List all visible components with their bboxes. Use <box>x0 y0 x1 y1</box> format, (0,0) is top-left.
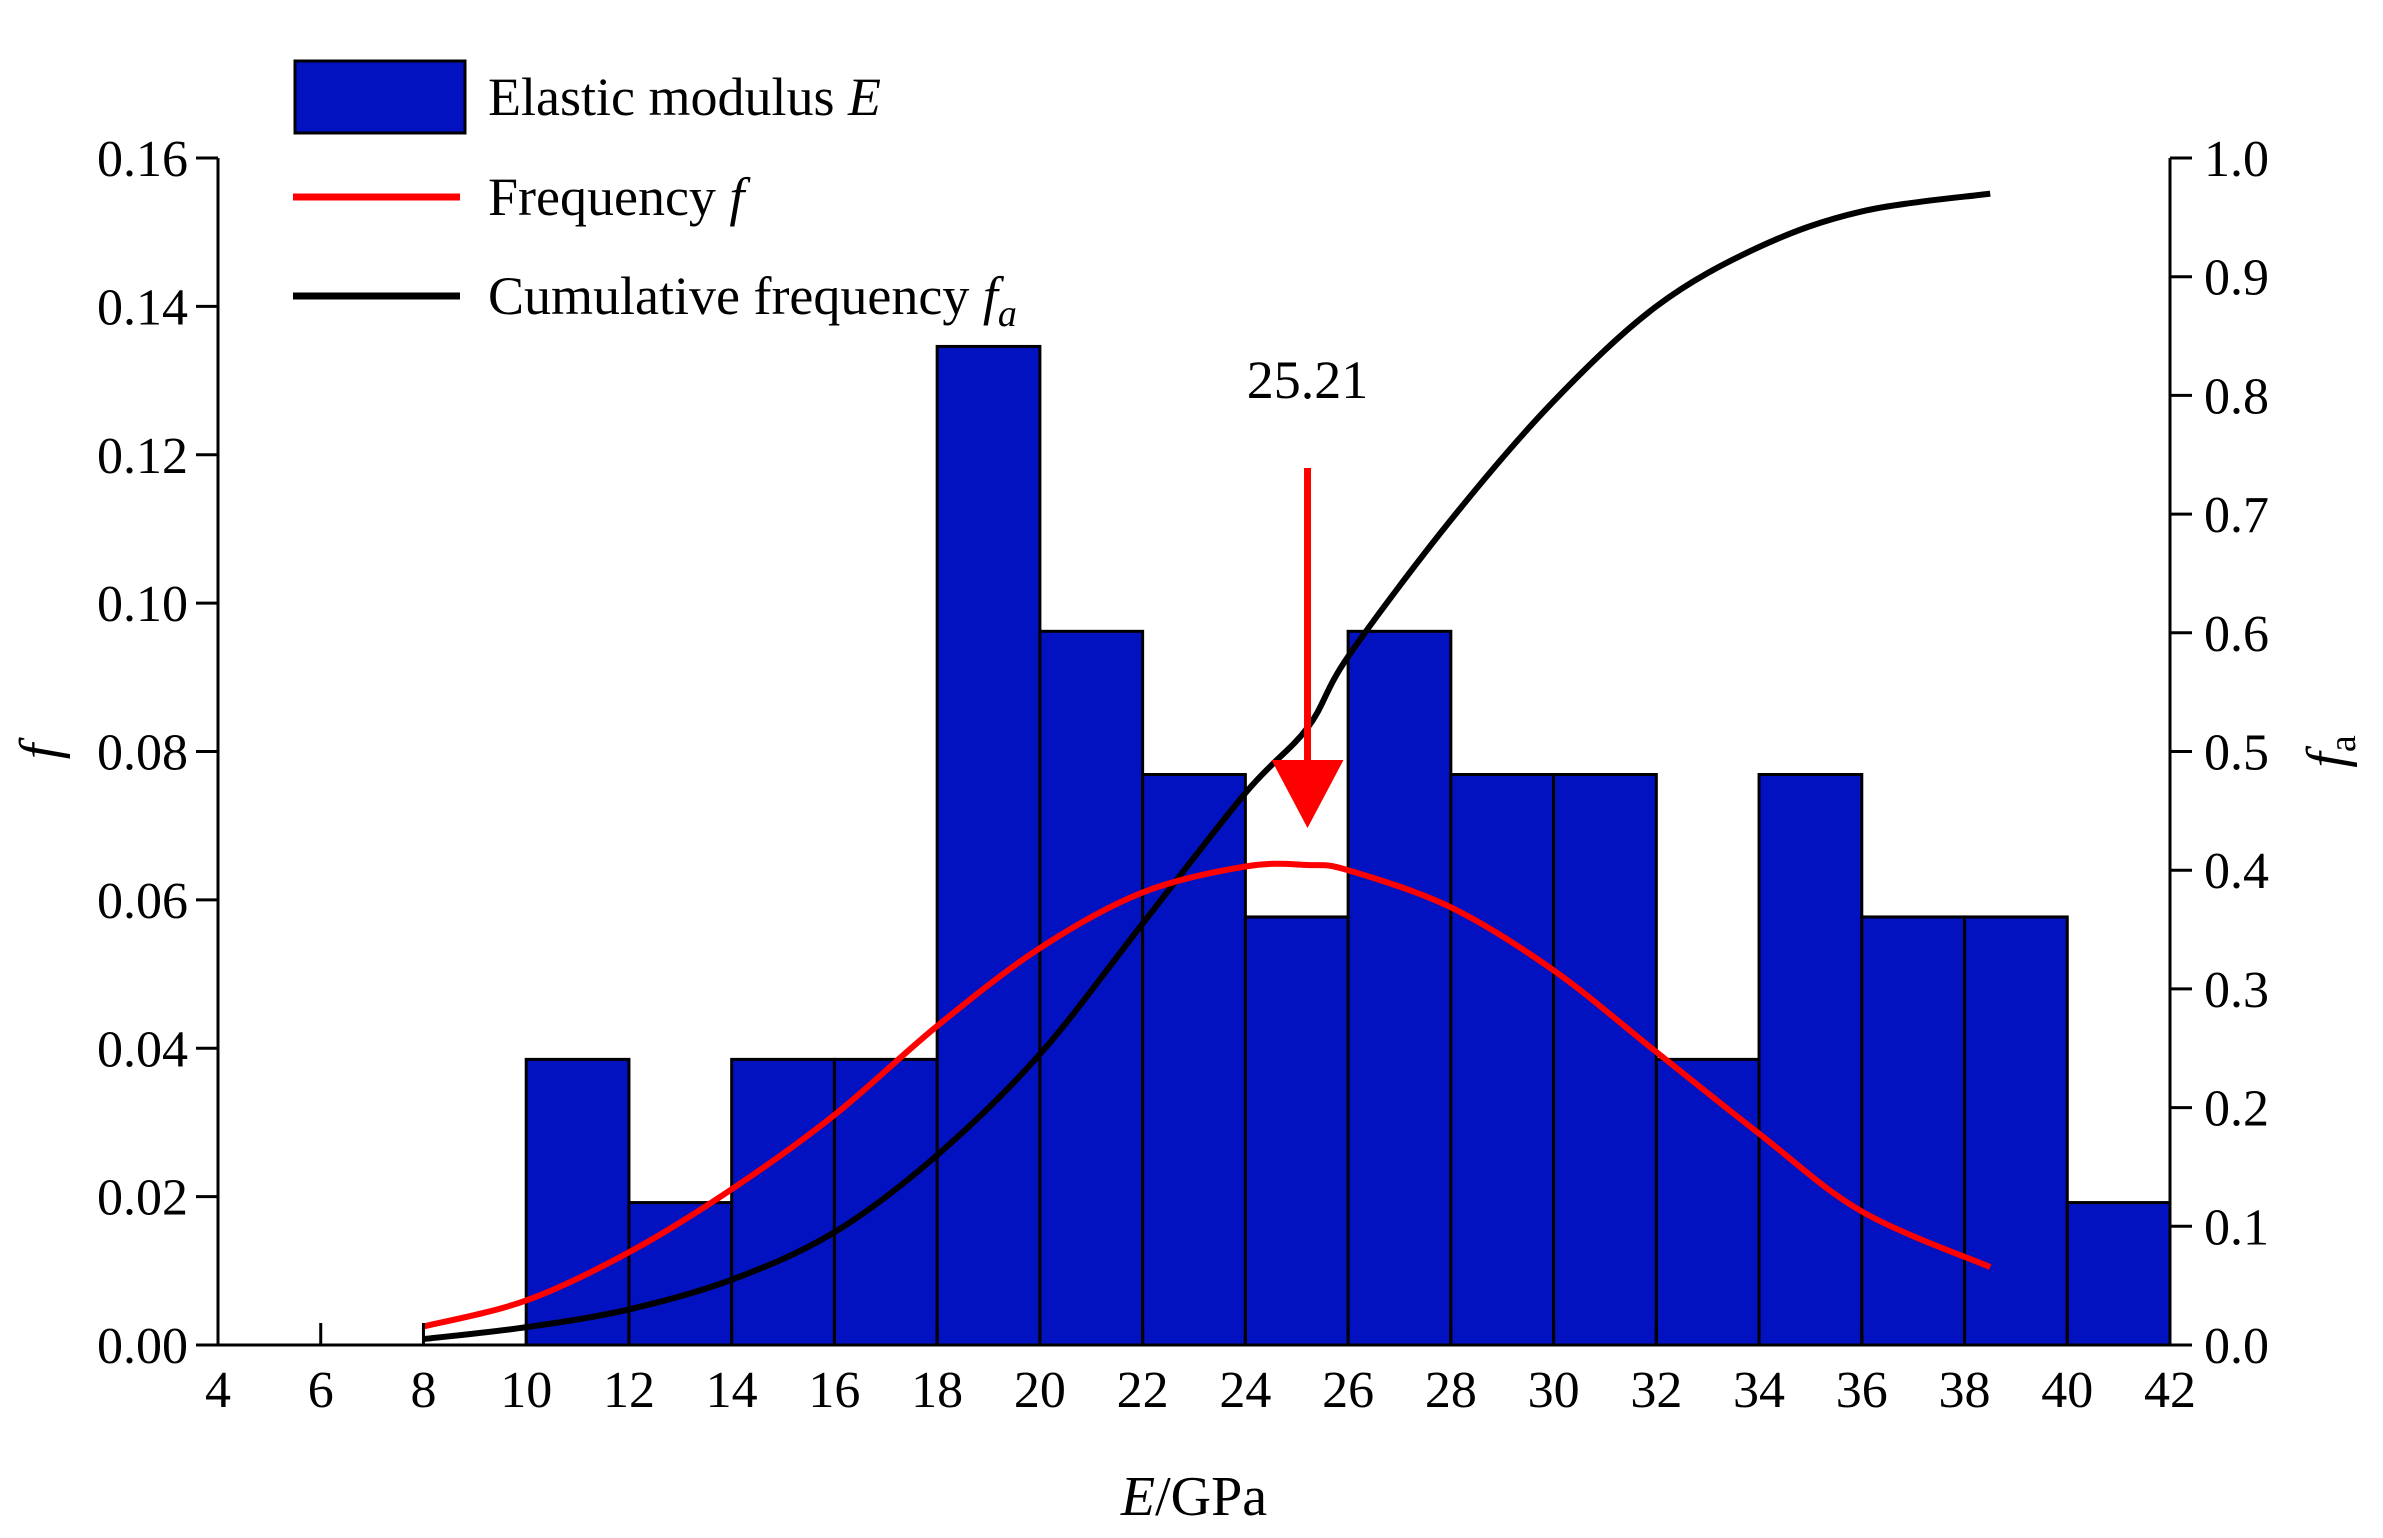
histogram-bar-13 <box>1860 915 1967 1347</box>
x-tick-label-20: 20 <box>1014 1362 1066 1419</box>
x-tick-label-32: 32 <box>1630 1362 1682 1419</box>
annotation: 25.21 <box>1247 350 1369 828</box>
x-tick-label-4: 4 <box>205 1362 231 1419</box>
x-tick-label-8: 8 <box>410 1362 436 1419</box>
y2-tick-label-0.0: 0.0 <box>2204 1318 2269 1375</box>
y2-tick-label-0.1: 0.1 <box>2204 1199 2269 1256</box>
legend-label-text-2: Cumulative frequency <box>488 266 983 326</box>
y2-tick-label-0.7: 0.7 <box>2204 487 2269 544</box>
y-tick-label-0.06: 0.06 <box>97 873 188 930</box>
legend-label-1: Frequency f <box>488 167 751 227</box>
histogram-bar-2 <box>730 1057 836 1347</box>
y2-tick-label-0.5: 0.5 <box>2204 725 2269 782</box>
y2-tick-label-0.2: 0.2 <box>2204 1081 2269 1138</box>
y-tick-label-0.12: 0.12 <box>97 428 188 485</box>
y2-axis-title-sub: a <box>2322 735 2364 752</box>
histogram-bar-7 <box>1243 915 1350 1347</box>
histogram-bar-10 <box>1552 772 1658 1347</box>
legend-label-subscript-2: a <box>998 293 1017 335</box>
legend-swatch-0 <box>293 59 467 135</box>
histogram-bar-15 <box>2065 1201 2172 1347</box>
x-tick-label-22: 22 <box>1117 1362 1169 1419</box>
x-tick-label-24: 24 <box>1219 1362 1271 1419</box>
x-tick-label-16: 16 <box>808 1362 860 1419</box>
histogram-bar-3 <box>832 1057 939 1347</box>
histogram-bar-8 <box>1346 629 1453 1347</box>
legend-label-text-1: Frequency <box>488 167 729 227</box>
histogram-bar-14 <box>1963 915 2069 1347</box>
y-axis-title: f <box>9 736 71 759</box>
y-tick-label-0.08: 0.08 <box>97 725 188 782</box>
x-tick-label-40: 40 <box>2041 1362 2093 1419</box>
frequency-line <box>422 860 1992 1330</box>
axes: 4 6 8 10 12 14 16 18 20 22 24 26 28 30 32 34 36 38 40 420.0… <box>9 131 2364 1528</box>
annotation-label: 25.21 <box>1247 350 1369 410</box>
y2-tick-label-1.0: 1.0 <box>2204 131 2269 188</box>
x-tick-label-34: 34 <box>1733 1362 1785 1419</box>
y2-tick-label-0.8: 0.8 <box>2204 368 2269 425</box>
curves <box>422 190 1992 1343</box>
x-axis-title: E/GPa <box>1120 1466 1267 1528</box>
histogram-bar-0 <box>524 1057 631 1347</box>
y-tick-label-0.04: 0.04 <box>97 1021 188 1078</box>
y-tick-label-0.00: 0.00 <box>97 1318 188 1375</box>
legend-label-2: Cumulative frequency fa <box>488 266 1017 335</box>
x-tick-label-28: 28 <box>1425 1362 1477 1419</box>
y2-tick-label-0.3: 0.3 <box>2204 962 2269 1019</box>
histogram-bar-11 <box>1654 1057 1761 1347</box>
annotation-arrow-head <box>1271 760 1344 828</box>
x-tick-label-12: 12 <box>603 1362 655 1419</box>
legend-label-symbol-1: f <box>729 167 751 227</box>
x-tick-label-18: 18 <box>911 1362 963 1419</box>
x-tick-label-36: 36 <box>1836 1362 1888 1419</box>
x-tick-label-42: 42 <box>2144 1362 2196 1419</box>
y2-tick-label-0.6: 0.6 <box>2204 606 2269 663</box>
y2-axis-title: fa <box>2296 735 2364 768</box>
legend-label-symbol-0: E <box>847 67 881 127</box>
legend-label-text-0: Elastic modulus <box>488 67 848 127</box>
x-tick-label-10: 10 <box>500 1362 552 1419</box>
y-tick-label-0.16: 0.16 <box>97 131 188 188</box>
histogram-bar-4 <box>935 344 1042 1347</box>
x-tick-label-6: 6 <box>308 1362 334 1419</box>
histogram-bars <box>524 344 2172 1347</box>
x-axis-title-unit: /GPa <box>1155 1466 1267 1528</box>
histogram-bar-12 <box>1757 772 1864 1347</box>
histogram-bar-1 <box>627 1201 734 1347</box>
x-axis-title-variable: E <box>1120 1466 1155 1528</box>
x-tick-label-26: 26 <box>1322 1362 1374 1419</box>
legend: Elastic modulus E Frequency f Cumulative f… <box>293 59 1017 335</box>
y-tick-label-0.14: 0.14 <box>97 279 188 336</box>
y2-tick-label-0.9: 0.9 <box>2204 250 2269 307</box>
x-tick-label-38: 38 <box>1939 1362 1991 1419</box>
legend-label-0: Elastic modulus E <box>488 67 881 127</box>
y-tick-label-0.10: 0.10 <box>97 576 188 633</box>
y-tick-label-0.02: 0.02 <box>97 1170 188 1227</box>
cumulative-frequency-line <box>423 190 1991 1343</box>
x-tick-label-30: 30 <box>1528 1362 1580 1419</box>
y2-tick-label-0.4: 0.4 <box>2204 843 2269 900</box>
x-tick-label-14: 14 <box>706 1362 758 1419</box>
histogram-bar-9 <box>1449 772 1556 1347</box>
